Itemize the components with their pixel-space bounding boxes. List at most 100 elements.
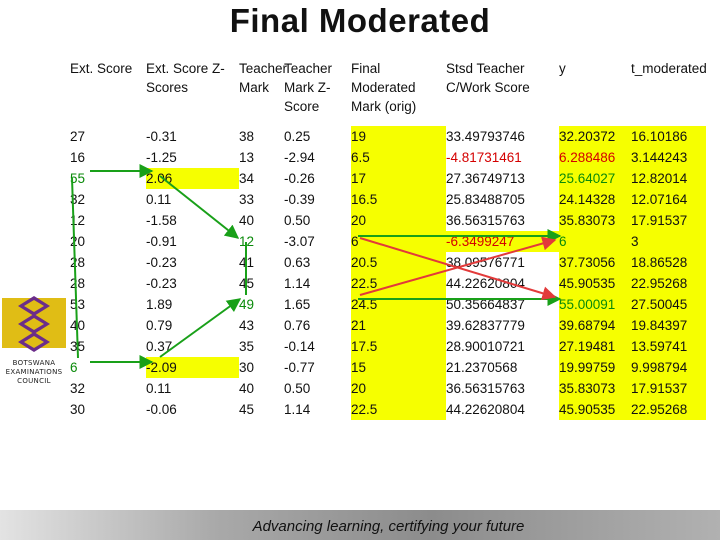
cell-final-moderated-orig: 17.5 — [351, 336, 446, 357]
header-final-moderated-orig: Final Moderated Mark (orig) — [351, 61, 417, 114]
cell-teacher-mark: 30 — [239, 360, 255, 375]
cell-ext-score-z: 0.11 — [146, 381, 172, 396]
cell-teacher-mark: 40 — [239, 381, 255, 396]
header-t-moderated: t_moderated — [631, 61, 707, 76]
cell-final-moderated-orig: 22.5 — [351, 273, 446, 294]
cell-ext-score: 16 — [70, 150, 86, 165]
cell-stsd-teacher-cwork: 36.56315763 — [446, 381, 525, 396]
header-ext-score-z: Ext. Score Z-Scores — [146, 61, 225, 95]
cell-teacher-mark: 33 — [239, 192, 255, 207]
header-y: y — [559, 61, 566, 76]
cell-teacher-mark: 45 — [239, 402, 255, 417]
cell-t-moderated: 13.59741 — [631, 336, 706, 357]
cell-final-moderated-orig: 6 — [351, 231, 446, 252]
cell-teacher-mark: 40 — [239, 213, 255, 228]
cell-teacher-mark-z: 0.25 — [284, 129, 311, 144]
cell-final-moderated-orig: 19 — [351, 126, 446, 147]
cell-y: 19.99759 — [559, 357, 631, 378]
cell-teacher-mark: 34 — [239, 171, 255, 186]
logo-line-3: COUNCIL — [17, 377, 51, 385]
cell-stsd-teacher-cwork: -6.3499247 — [446, 231, 559, 252]
cell-ext-score: 53 — [70, 297, 86, 312]
cell-t-moderated: 18.86528 — [631, 252, 706, 273]
cell-stsd-teacher-cwork: 21.2370568 — [446, 360, 518, 375]
cell-t-moderated: 16.10186 — [631, 126, 706, 147]
cell-stsd-teacher-cwork: 39.62837779 — [446, 318, 525, 333]
cell-y: 25.64027 — [559, 168, 631, 189]
cell-final-moderated-orig: 6.5 — [351, 147, 446, 168]
cell-stsd-teacher-cwork: 28.90010721 — [446, 339, 525, 354]
cell-ext-score: 27 — [70, 129, 86, 144]
cell-y: 27.19481 — [559, 336, 631, 357]
header-stsd-teacher-cwork: Stsd Teacher C/Work Score — [446, 61, 530, 95]
cell-teacher-mark: 45 — [239, 276, 255, 291]
cell-t-moderated: 3.144243 — [631, 147, 706, 168]
cell-teacher-mark-z: 1.14 — [284, 276, 311, 291]
cell-t-moderated: 19.84397 — [631, 315, 706, 336]
cell-ext-score-z: -0.91 — [146, 234, 177, 249]
cell-ext-score: 6 — [70, 360, 78, 375]
cell-teacher-mark-z: -0.77 — [284, 360, 315, 375]
header-ext-score: Ext. Score — [70, 61, 133, 76]
cell-final-moderated-orig: 22.5 — [351, 399, 446, 420]
cell-ext-score: 28 — [70, 276, 86, 291]
cell-ext-score-z: 0.11 — [146, 192, 172, 207]
header-teacher-mark: Teacher Mark — [239, 61, 288, 95]
cell-teacher-mark: 43 — [239, 318, 255, 333]
footer-bar — [0, 510, 720, 540]
cell-stsd-teacher-cwork: 50.35664837 — [446, 297, 525, 312]
cell-t-moderated: 27.50045 — [631, 294, 706, 315]
cell-teacher-mark: 38 — [239, 129, 255, 144]
slide-title: Final Moderated — [229, 2, 491, 39]
cell-y: 45.90535 — [559, 399, 631, 420]
cell-y: 55.00091 — [559, 294, 631, 315]
cell-ext-score: 28 — [70, 255, 86, 270]
header-teacher-mark-z: Teacher Mark Z-Score — [284, 61, 333, 114]
cell-teacher-mark-z: 0.50 — [284, 213, 311, 228]
cell-stsd-teacher-cwork: 27.36749713 — [446, 171, 525, 186]
cell-ext-score: 55 — [70, 171, 86, 186]
logo-emblem-icon — [2, 296, 66, 352]
moderation-table: Ext. Score Ext. Score Z-Scores Teacher Mar… — [70, 56, 707, 420]
cell-ext-score-z: -2.09 — [146, 357, 239, 378]
cell-teacher-mark: 41 — [239, 255, 255, 270]
cell-ext-score-z: -0.23 — [146, 255, 177, 270]
cell-teacher-mark-z: 1.65 — [284, 297, 311, 312]
cell-y: 37.73056 — [559, 252, 631, 273]
cell-y: 35.83073 — [559, 210, 631, 231]
cell-final-moderated-orig: 16.5 — [351, 189, 446, 210]
cell-ext-score-z: 2.06 — [146, 168, 239, 189]
cell-stsd-teacher-cwork: -4.81731461 — [446, 150, 522, 165]
cell-ext-score-z: -1.25 — [146, 150, 177, 165]
cell-t-moderated: 17.91537 — [631, 210, 706, 231]
cell-y: 45.90535 — [559, 273, 631, 294]
cell-stsd-teacher-cwork: 33.49793746 — [446, 129, 525, 144]
cell-t-moderated: 22.95268 — [631, 399, 706, 420]
cell-ext-score: 30 — [70, 402, 86, 417]
cell-t-moderated: 12.82014 — [631, 168, 706, 189]
cell-ext-score: 32 — [70, 381, 86, 396]
cell-ext-score: 20 — [70, 234, 86, 249]
cell-ext-score-z: 1.89 — [146, 297, 173, 312]
cell-final-moderated-orig: 20.5 — [351, 252, 446, 273]
logo-line-1: BOTSWANA — [12, 359, 56, 367]
cell-ext-score: 35 — [70, 339, 86, 354]
cell-teacher-mark-z: -0.39 — [284, 192, 315, 207]
cell-y: 39.68794 — [559, 315, 631, 336]
cell-final-moderated-orig: 24.5 — [351, 294, 446, 315]
cell-ext-score-z: -1.58 — [146, 213, 177, 228]
footer-tagline: Advancing learning, certifying your futu… — [252, 518, 525, 535]
cell-final-moderated-orig: 21 — [351, 315, 446, 336]
cell-teacher-mark: 12 — [239, 234, 255, 249]
cell-ext-score-z: -0.31 — [146, 129, 177, 144]
cell-final-moderated-orig: 17 — [351, 168, 446, 189]
cell-stsd-teacher-cwork: 44.22620804 — [446, 276, 525, 291]
cell-t-moderated: 22.95268 — [631, 273, 706, 294]
logo-line-2: EXAMINATIONS — [5, 368, 63, 376]
cell-ext-score: 32 — [70, 192, 86, 207]
cell-stsd-teacher-cwork: 25.83488705 — [446, 192, 525, 207]
cell-teacher-mark: 49 — [239, 297, 255, 312]
cell-teacher-mark: 13 — [239, 150, 255, 165]
cell-t-moderated: 17.91537 — [631, 378, 706, 399]
cell-final-moderated-orig: 20 — [351, 210, 446, 231]
